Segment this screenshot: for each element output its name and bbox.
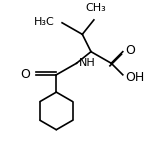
Text: CH₃: CH₃ [86, 3, 106, 13]
Text: NH: NH [79, 57, 95, 68]
Text: OH: OH [126, 71, 145, 84]
Text: O: O [126, 44, 136, 57]
Text: O: O [20, 68, 30, 81]
Text: H₃C: H₃C [34, 17, 55, 27]
